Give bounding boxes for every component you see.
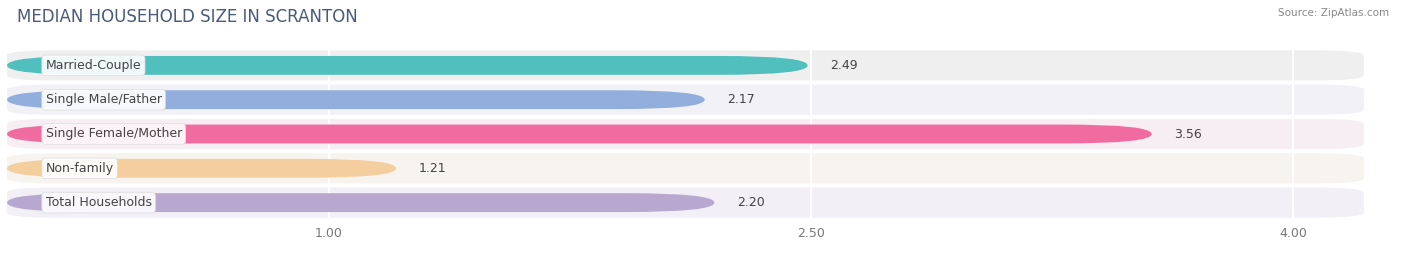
FancyBboxPatch shape <box>7 193 714 212</box>
FancyBboxPatch shape <box>7 119 1364 149</box>
FancyBboxPatch shape <box>7 188 1364 218</box>
FancyBboxPatch shape <box>7 50 1364 80</box>
Text: Single Female/Mother: Single Female/Mother <box>45 128 181 140</box>
Text: 2.49: 2.49 <box>830 59 858 72</box>
Text: 2.20: 2.20 <box>737 196 765 209</box>
FancyBboxPatch shape <box>7 159 396 178</box>
Text: 2.17: 2.17 <box>727 93 755 106</box>
Text: Non-family: Non-family <box>45 162 114 175</box>
Text: MEDIAN HOUSEHOLD SIZE IN SCRANTON: MEDIAN HOUSEHOLD SIZE IN SCRANTON <box>17 8 357 26</box>
FancyBboxPatch shape <box>7 125 1152 143</box>
Text: 1.21: 1.21 <box>419 162 446 175</box>
FancyBboxPatch shape <box>7 85 1364 115</box>
Text: Married-Couple: Married-Couple <box>45 59 141 72</box>
Text: 3.56: 3.56 <box>1174 128 1202 140</box>
FancyBboxPatch shape <box>7 56 807 75</box>
Text: Single Male/Father: Single Male/Father <box>45 93 162 106</box>
Text: Source: ZipAtlas.com: Source: ZipAtlas.com <box>1278 8 1389 18</box>
FancyBboxPatch shape <box>7 153 1364 183</box>
FancyBboxPatch shape <box>7 90 704 109</box>
Text: Total Households: Total Households <box>45 196 152 209</box>
